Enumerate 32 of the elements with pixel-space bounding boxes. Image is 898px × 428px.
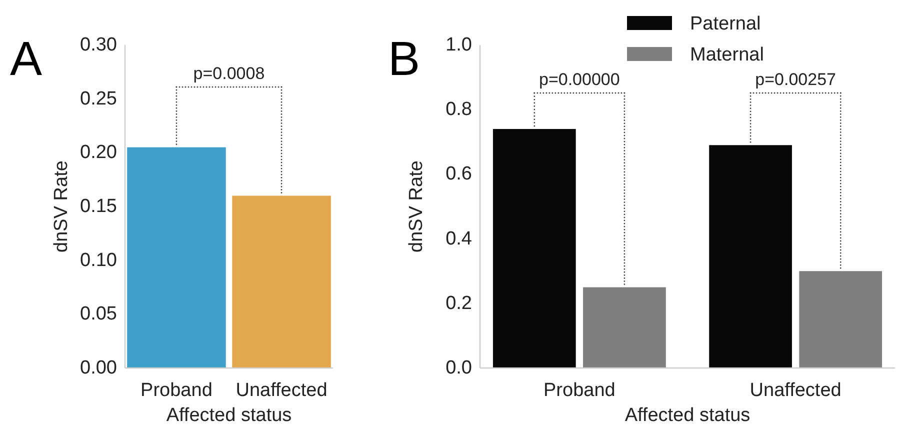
y-axis-title: dnSV Rate bbox=[51, 160, 72, 252]
annotation: p=0.0008 bbox=[193, 64, 265, 83]
annotation: p=0.00257 bbox=[755, 70, 836, 89]
x-axis-title: Affected status bbox=[166, 405, 292, 426]
y-tick-label: 0.05 bbox=[80, 304, 117, 325]
y-tick-label: 0.15 bbox=[80, 196, 117, 217]
x-axis-title: Affected status bbox=[624, 405, 750, 426]
y-tick-label: 0.4 bbox=[446, 228, 472, 250]
y-tick-label: 0.20 bbox=[80, 142, 117, 164]
y-tick-label: 0.30 bbox=[80, 34, 117, 56]
y-tick-label: 0.0 bbox=[446, 358, 472, 378]
y-tick-label: 0.00 bbox=[80, 358, 117, 378]
y-tick-label: 0.25 bbox=[80, 88, 117, 110]
bar bbox=[709, 145, 792, 368]
y-axis-title: dnSV Rate bbox=[406, 160, 427, 252]
bar bbox=[492, 128, 576, 368]
legend-label: Maternal bbox=[690, 44, 764, 66]
y-tick-label: 0.8 bbox=[446, 99, 472, 120]
y-tick-label: 0.2 bbox=[446, 292, 472, 314]
bar bbox=[583, 287, 666, 368]
chart-title: A bbox=[10, 33, 42, 86]
y-tick-label: 0.6 bbox=[446, 164, 472, 185]
x-tick-label: Unaffected bbox=[236, 380, 328, 401]
y-tick-label: 0.10 bbox=[80, 250, 117, 271]
y-tick-label: 1.0 bbox=[446, 34, 472, 56]
chart-title: B bbox=[388, 33, 420, 86]
x-tick-label: Unaffected bbox=[750, 380, 842, 401]
x-tick-label: Proband bbox=[544, 380, 616, 401]
x-tick-label: Proband bbox=[140, 380, 212, 401]
legend-label: Paternal bbox=[690, 14, 761, 35]
annotation: p=0.00000 bbox=[539, 70, 620, 89]
bar bbox=[799, 271, 882, 368]
